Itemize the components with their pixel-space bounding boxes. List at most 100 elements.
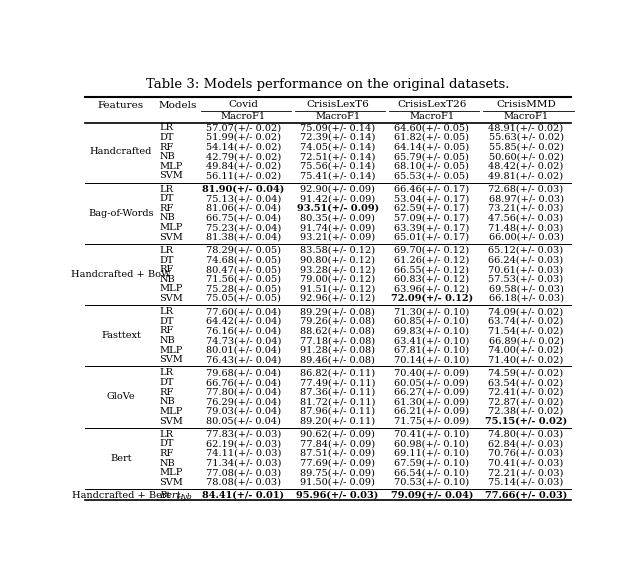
Text: Hyb: Hyb — [176, 493, 192, 501]
Text: 74.59(+/- 0.02): 74.59(+/- 0.02) — [488, 368, 564, 377]
Text: SVM: SVM — [159, 294, 183, 303]
Text: 89.29(+/- 0.08): 89.29(+/- 0.08) — [300, 307, 375, 316]
Text: MLP: MLP — [159, 345, 183, 355]
Text: 49.84(+/- 0.02): 49.84(+/- 0.02) — [206, 162, 281, 171]
Text: 61.82(+/- 0.05): 61.82(+/- 0.05) — [394, 133, 469, 142]
Text: 68.97(+/- 0.03): 68.97(+/- 0.03) — [488, 194, 564, 203]
Text: 93.21(+/- 0.09): 93.21(+/- 0.09) — [300, 233, 375, 242]
Text: 93.28(+/- 0.12): 93.28(+/- 0.12) — [300, 265, 375, 274]
Text: 50.60(+/- 0.02): 50.60(+/- 0.02) — [488, 152, 563, 161]
Text: 65.79(+/- 0.05): 65.79(+/- 0.05) — [394, 152, 469, 161]
Text: LR: LR — [159, 430, 173, 439]
Text: 42.79(+/- 0.02): 42.79(+/- 0.02) — [205, 152, 281, 161]
Text: 74.73(+/- 0.04): 74.73(+/- 0.04) — [205, 336, 281, 345]
Text: 87.51(+/- 0.09): 87.51(+/- 0.09) — [300, 449, 375, 458]
Text: 93.51(+/- 0.09): 93.51(+/- 0.09) — [296, 204, 379, 213]
Text: SVM: SVM — [159, 233, 183, 242]
Text: 71.54(+/- 0.02): 71.54(+/- 0.02) — [488, 327, 564, 335]
Text: 77.84(+/- 0.09): 77.84(+/- 0.09) — [300, 439, 375, 448]
Text: SVM: SVM — [159, 417, 183, 425]
Text: 74.09(+/- 0.02): 74.09(+/- 0.02) — [488, 307, 564, 316]
Text: 77.60(+/- 0.04): 77.60(+/- 0.04) — [206, 307, 281, 316]
Text: 75.15(+/- 0.02): 75.15(+/- 0.02) — [485, 417, 567, 425]
Text: 72.41(+/- 0.02): 72.41(+/- 0.02) — [488, 388, 564, 397]
Text: MacroF1: MacroF1 — [504, 112, 548, 122]
Text: 81.06(+/- 0.04): 81.06(+/- 0.04) — [206, 204, 281, 213]
Text: 80.05(+/- 0.04): 80.05(+/- 0.04) — [206, 417, 281, 425]
Text: RF: RF — [159, 204, 173, 213]
Text: 57.09(+/- 0.17): 57.09(+/- 0.17) — [394, 214, 469, 223]
Text: 70.53(+/- 0.10): 70.53(+/- 0.10) — [394, 478, 469, 487]
Text: 69.83(+/- 0.10): 69.83(+/- 0.10) — [394, 327, 469, 335]
Text: 66.21(+/- 0.09): 66.21(+/- 0.09) — [394, 407, 469, 416]
Text: Fasttext: Fasttext — [101, 331, 141, 340]
Text: 87.36(+/- 0.11): 87.36(+/- 0.11) — [300, 388, 375, 397]
Text: LR: LR — [159, 246, 173, 255]
Text: 64.60(+/- 0.05): 64.60(+/- 0.05) — [394, 123, 469, 132]
Text: 91.51(+/- 0.12): 91.51(+/- 0.12) — [300, 284, 375, 293]
Text: 66.76(+/- 0.04): 66.76(+/- 0.04) — [206, 378, 281, 387]
Text: MacroF1: MacroF1 — [315, 112, 360, 122]
Text: 89.75(+/- 0.09): 89.75(+/- 0.09) — [300, 468, 375, 477]
Text: 76.16(+/- 0.04): 76.16(+/- 0.04) — [206, 327, 281, 335]
Text: 84.41(+/- 0.01): 84.41(+/- 0.01) — [202, 491, 284, 500]
Text: Bag-of-Words: Bag-of-Words — [88, 208, 154, 218]
Text: DT: DT — [159, 439, 174, 448]
Text: 79.26(+/- 0.08): 79.26(+/- 0.08) — [300, 317, 375, 326]
Text: 65.01(+/- 0.17): 65.01(+/- 0.17) — [394, 233, 469, 242]
Text: 79.09(+/- 0.04): 79.09(+/- 0.04) — [390, 491, 473, 500]
Text: LR: LR — [159, 123, 173, 132]
Text: 74.11(+/- 0.03): 74.11(+/- 0.03) — [205, 449, 281, 458]
Text: 66.18(+/- 0.03): 66.18(+/- 0.03) — [488, 294, 564, 303]
Text: 60.83(+/- 0.12): 60.83(+/- 0.12) — [394, 275, 469, 284]
Text: LR: LR — [159, 307, 173, 316]
Text: 55.85(+/- 0.02): 55.85(+/- 0.02) — [488, 143, 563, 152]
Text: 90.80(+/- 0.12): 90.80(+/- 0.12) — [300, 255, 375, 264]
Text: 81.90(+/- 0.04): 81.90(+/- 0.04) — [202, 184, 284, 194]
Text: 95.96(+/- 0.03): 95.96(+/- 0.03) — [296, 491, 379, 500]
Text: 70.40(+/- 0.09): 70.40(+/- 0.09) — [394, 368, 469, 377]
Text: 55.63(+/- 0.02): 55.63(+/- 0.02) — [488, 133, 564, 142]
Text: RF: RF — [159, 449, 173, 458]
Text: 63.54(+/- 0.02): 63.54(+/- 0.02) — [488, 378, 564, 387]
Text: 61.26(+/- 0.12): 61.26(+/- 0.12) — [394, 255, 469, 264]
Text: DT: DT — [159, 255, 174, 264]
Text: 69.11(+/- 0.10): 69.11(+/- 0.10) — [394, 449, 469, 458]
Text: 66.24(+/- 0.03): 66.24(+/- 0.03) — [488, 255, 564, 264]
Text: 76.43(+/- 0.04): 76.43(+/- 0.04) — [205, 355, 281, 364]
Text: 66.55(+/- 0.12): 66.55(+/- 0.12) — [394, 265, 469, 274]
Text: Handcrafted: Handcrafted — [90, 147, 152, 156]
Text: MLP: MLP — [159, 407, 183, 416]
Text: LR: LR — [159, 368, 173, 377]
Text: 66.75(+/- 0.04): 66.75(+/- 0.04) — [206, 214, 281, 223]
Text: 75.14(+/- 0.03): 75.14(+/- 0.03) — [488, 478, 564, 487]
Text: Models: Models — [159, 101, 197, 110]
Text: CrisisLexT6: CrisisLexT6 — [306, 100, 369, 109]
Text: 77.49(+/- 0.11): 77.49(+/- 0.11) — [300, 378, 375, 387]
Text: 79.00(+/- 0.12): 79.00(+/- 0.12) — [300, 275, 375, 284]
Text: 70.41(+/- 0.03): 70.41(+/- 0.03) — [488, 459, 564, 468]
Text: 92.96(+/- 0.12): 92.96(+/- 0.12) — [300, 294, 375, 303]
Text: 73.21(+/- 0.03): 73.21(+/- 0.03) — [488, 204, 564, 213]
Text: 64.14(+/- 0.05): 64.14(+/- 0.05) — [394, 143, 469, 152]
Text: 75.05(+/- 0.05): 75.05(+/- 0.05) — [206, 294, 281, 303]
Text: 81.72(+/- 0.11): 81.72(+/- 0.11) — [300, 397, 375, 407]
Text: Bert: Bert — [110, 454, 132, 463]
Text: 66.89(+/- 0.02): 66.89(+/- 0.02) — [488, 336, 563, 345]
Text: 53.04(+/- 0.17): 53.04(+/- 0.17) — [394, 194, 469, 203]
Text: DT: DT — [159, 317, 174, 326]
Text: 67.59(+/- 0.10): 67.59(+/- 0.10) — [394, 459, 469, 468]
Text: 72.68(+/- 0.03): 72.68(+/- 0.03) — [488, 184, 564, 194]
Text: 65.53(+/- 0.05): 65.53(+/- 0.05) — [394, 171, 469, 180]
Text: 57.07(+/- 0.02): 57.07(+/- 0.02) — [206, 123, 281, 132]
Text: NB: NB — [159, 152, 175, 161]
Text: NB: NB — [159, 336, 175, 345]
Text: 75.56(+/- 0.14): 75.56(+/- 0.14) — [300, 162, 375, 171]
Text: 83.58(+/- 0.12): 83.58(+/- 0.12) — [300, 246, 375, 255]
Text: 75.13(+/- 0.04): 75.13(+/- 0.04) — [205, 194, 281, 203]
Text: Handcrafted + BoW: Handcrafted + BoW — [71, 270, 171, 279]
Text: 72.38(+/- 0.02): 72.38(+/- 0.02) — [488, 407, 564, 416]
Text: 71.30(+/- 0.10): 71.30(+/- 0.10) — [394, 307, 469, 316]
Text: 89.20(+/- 0.11): 89.20(+/- 0.11) — [300, 417, 375, 425]
Text: 66.54(+/- 0.10): 66.54(+/- 0.10) — [394, 468, 469, 477]
